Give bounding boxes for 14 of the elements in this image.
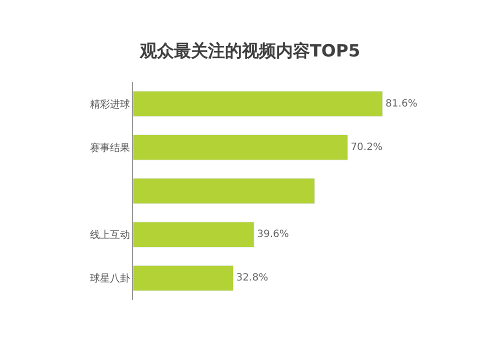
data-label: 70.2% [350, 142, 382, 153]
bar [133, 222, 254, 248]
y-tick-label: 精彩进球 [90, 98, 130, 110]
y-tick-label: 球星八卦 [90, 272, 130, 285]
y-tick-label: 赛事结果 [90, 142, 130, 154]
data-label: 32.8% [236, 272, 268, 284]
chart-title: 观众最关注的视频内容TOP5 [138, 42, 360, 62]
bar [133, 178, 315, 204]
bar [133, 265, 234, 292]
y-tick-label: 线上互动 [90, 229, 130, 242]
data-label: 39.6% [257, 229, 289, 240]
bar [133, 90, 383, 117]
bar [133, 134, 348, 160]
data-label: 81.6% [386, 98, 418, 110]
